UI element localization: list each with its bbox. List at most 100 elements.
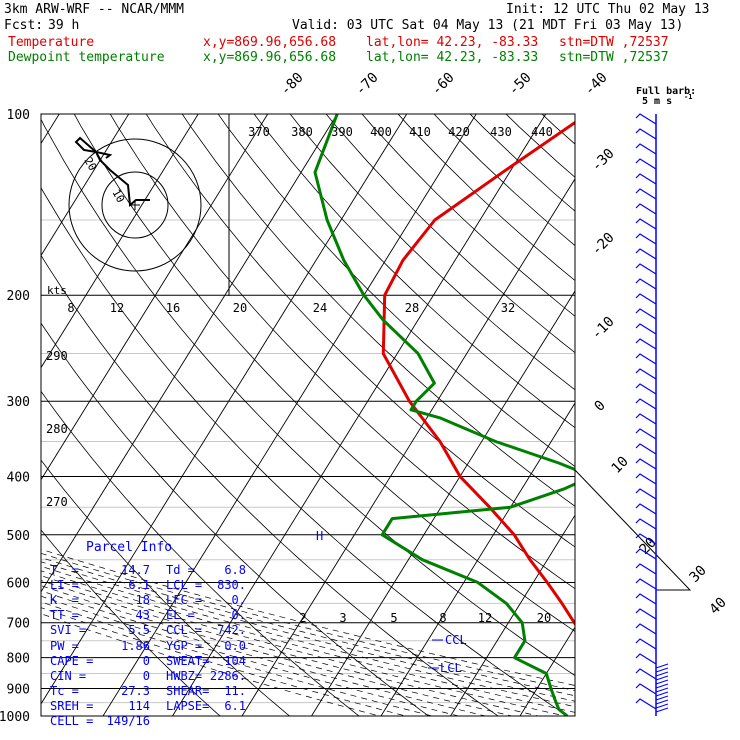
init-time: Init: 12 UTC Thu 02 May 13 (506, 2, 710, 17)
mixing-ratio-label: 8 (439, 611, 446, 625)
wind-barb (635, 383, 657, 395)
wind-barb (635, 338, 657, 350)
isotherm-line (41, 114, 130, 257)
mixing-ratio-label: 5 (390, 611, 397, 625)
barb-unit-exponent: -1 (684, 93, 693, 101)
wind-barb (635, 143, 657, 155)
pressure-label: 200 (7, 289, 30, 304)
parcel-value: 0 (142, 653, 150, 668)
parcel-key: LCL = (166, 578, 203, 593)
dry-adiabat (41, 322, 430, 716)
dry-adiabat (41, 529, 221, 716)
wind-barb (655, 703, 669, 709)
isotherm-line (310, 290, 575, 716)
mixing-ratio-label: 3 (339, 611, 346, 625)
dry-adiabat (41, 459, 291, 716)
annotation-h: H (316, 529, 323, 543)
moist-adiabat (41, 548, 575, 686)
wind-barb (635, 398, 657, 410)
parcel-value: 43 (135, 608, 150, 623)
hodo-speed-label: 32 (501, 301, 515, 315)
wind-barb (635, 608, 657, 620)
moist-adiabat (41, 580, 540, 716)
wind-barb (635, 233, 657, 245)
parcel-key: CAPE = (50, 653, 94, 668)
wind-barb (655, 663, 669, 669)
isotherm-label: -20 (589, 230, 618, 259)
wind-barb (655, 707, 669, 713)
parcel-value: 6.1 (224, 698, 246, 713)
wind-barb (635, 593, 657, 605)
dry-adiabat (397, 114, 575, 282)
parcel-value: 1.86 (121, 638, 150, 653)
dry-adiabat (109, 114, 575, 590)
moist-adiabat (41, 570, 575, 713)
wind-barb (655, 679, 669, 685)
dewpoint-line (313, 114, 575, 716)
wind-barb (635, 188, 657, 200)
theta-label: 440 (531, 125, 553, 139)
parcel-value: 27.3 (121, 683, 150, 698)
parcel-key: CELL = (50, 714, 94, 728)
wind-barb (635, 638, 657, 650)
annotation-lcl: LCL (440, 661, 462, 675)
isotherm-label: -60 (429, 70, 458, 99)
parcel-value: 14.7 (121, 563, 150, 577)
wind-barb (635, 203, 657, 215)
pressure-label: 500 (7, 529, 30, 544)
isotherm-label: -50 (506, 70, 535, 99)
parcel-value: 11. (224, 683, 246, 698)
wind-barb (635, 413, 657, 425)
wind-barb (655, 667, 669, 673)
wind-barb (635, 458, 657, 470)
wind-barb (655, 691, 669, 697)
hodo-ring-outer (68, 138, 202, 272)
wind-barb (635, 218, 657, 230)
dry-adiabat (618, 87, 740, 729)
barb-unit: 5 m s (642, 96, 673, 107)
theta-label: 390 (331, 125, 353, 139)
theta-label: 410 (409, 125, 431, 139)
parcel-key: Td = (166, 563, 195, 577)
legend-dewpoint: Dewpoint temperature (8, 50, 165, 65)
parcel-value: 0. (231, 593, 246, 608)
parcel-key: EL = (166, 608, 195, 623)
parcel-value: 5.5 (128, 623, 150, 638)
hodo-speed-label: 28 (405, 301, 419, 315)
pressure-label: 100 (7, 108, 30, 123)
wind-barb (635, 113, 657, 125)
wind-barb (635, 158, 657, 170)
dry-adiabat (289, 114, 575, 391)
legend-temperature: Temperature (8, 35, 95, 50)
fcst-value: 39 h (48, 18, 80, 33)
wind-barb (635, 698, 657, 710)
moist-adiabat (41, 595, 461, 716)
pressure-label: 800 (7, 652, 30, 667)
hodo-speed-label: 12 (110, 301, 124, 315)
temp-stn: stn=DTW ,72537 (559, 35, 669, 50)
isotherm-line (102, 114, 477, 716)
mixing-ratio-label: 20 (537, 611, 551, 625)
hodo-speed-label: 8 (67, 301, 74, 315)
wind-barb (635, 503, 657, 515)
isotherm-line (380, 402, 575, 716)
isotherm-label: -70 (353, 70, 382, 99)
dry-adiabat (41, 118, 575, 677)
pressure-label: 1000 (0, 710, 30, 725)
hodograph-trace (74, 136, 150, 207)
isotherm-line (41, 114, 408, 705)
wind-barb (635, 578, 657, 590)
wind-barb (635, 428, 657, 440)
parcel-key: CCL = (166, 623, 203, 638)
model-title: 3km ARW-WRF -- NCAR/MMM (4, 2, 185, 17)
moist-adiabat (41, 552, 575, 691)
wind-barb (655, 695, 669, 701)
dry-adiabat (145, 114, 575, 548)
parcel-key: SVI = (50, 623, 87, 638)
dry-adiabat (653, 87, 740, 729)
parcel-title: Parcel Info (86, 540, 173, 555)
parcel-value: 0.0 (224, 638, 246, 653)
hodo-ring-label: 20 (81, 155, 99, 173)
wind-barb (635, 533, 657, 545)
